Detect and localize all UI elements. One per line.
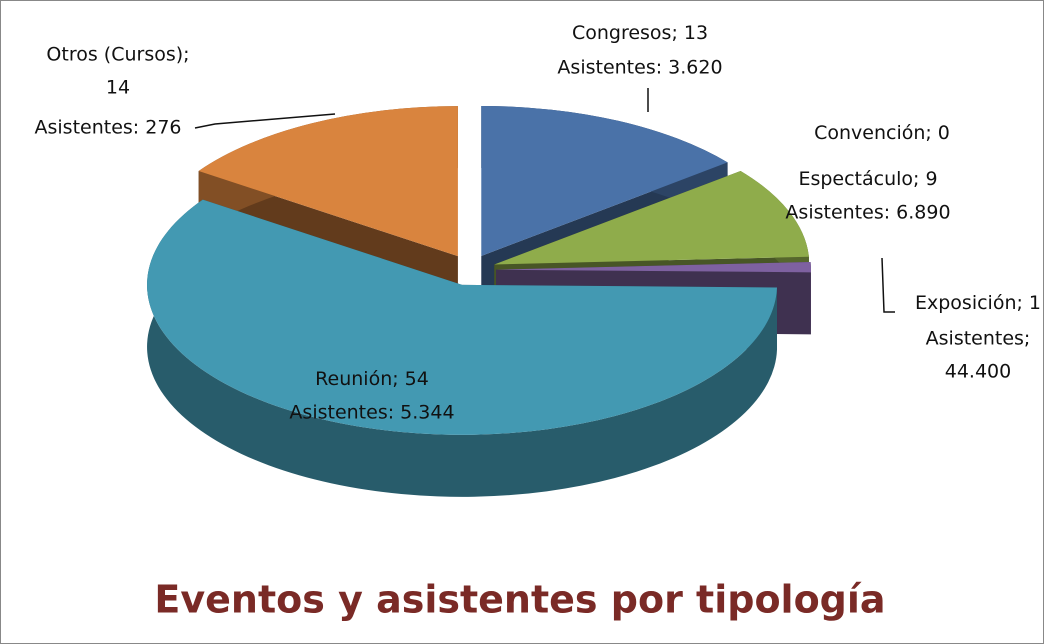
data-label-value: 13 [684, 22, 708, 44]
slice-top [198, 106, 458, 257]
data-label: Congresos; 13 [572, 22, 708, 44]
data-label-value: 0 [938, 122, 950, 144]
data-label-category: Convención; [814, 122, 932, 144]
data-label-category: Reunión; [315, 368, 398, 390]
data-label-value: 9 [925, 168, 937, 190]
data-label-category: Exposición; [915, 292, 1023, 314]
data-label: Exposición; 1 [915, 292, 1041, 314]
slice-top [495, 261, 811, 273]
data-label: Convención; 0 [814, 122, 950, 144]
slice-side [147, 199, 778, 497]
data-label: Espectáculo; 9 [798, 168, 937, 190]
data-label-attendees: Asistentes: 276 [35, 117, 182, 139]
pie [147, 105, 811, 497]
data-label-attendees: Asistentes: 6.890 [785, 202, 950, 224]
slice-top [494, 170, 809, 265]
leader-line [194, 113, 336, 129]
data-label-attendees: Asistentes: 3.620 [557, 57, 722, 79]
leader-line [881, 257, 895, 313]
slice-top [481, 105, 728, 256]
data-label-value: 1 [1029, 292, 1041, 314]
data-label-attendees: Asistentes; [926, 328, 1031, 350]
data-label: Reunión; 54 [315, 368, 429, 390]
data-label-category: Espectáculo; [798, 168, 919, 190]
data-label-category: Congresos; [572, 22, 678, 44]
data-label-value: 54 [405, 368, 429, 390]
chart-title: Eventos y asistentes por tipología [154, 578, 885, 622]
data-label-value: 14 [106, 77, 130, 99]
data-label-attendees: 44.400 [945, 361, 1011, 383]
slice-top [147, 199, 778, 435]
slice [147, 199, 778, 497]
data-label-category: Otros (Cursos); [46, 44, 189, 66]
data-label-attendees: Asistentes: 5.344 [289, 402, 454, 424]
